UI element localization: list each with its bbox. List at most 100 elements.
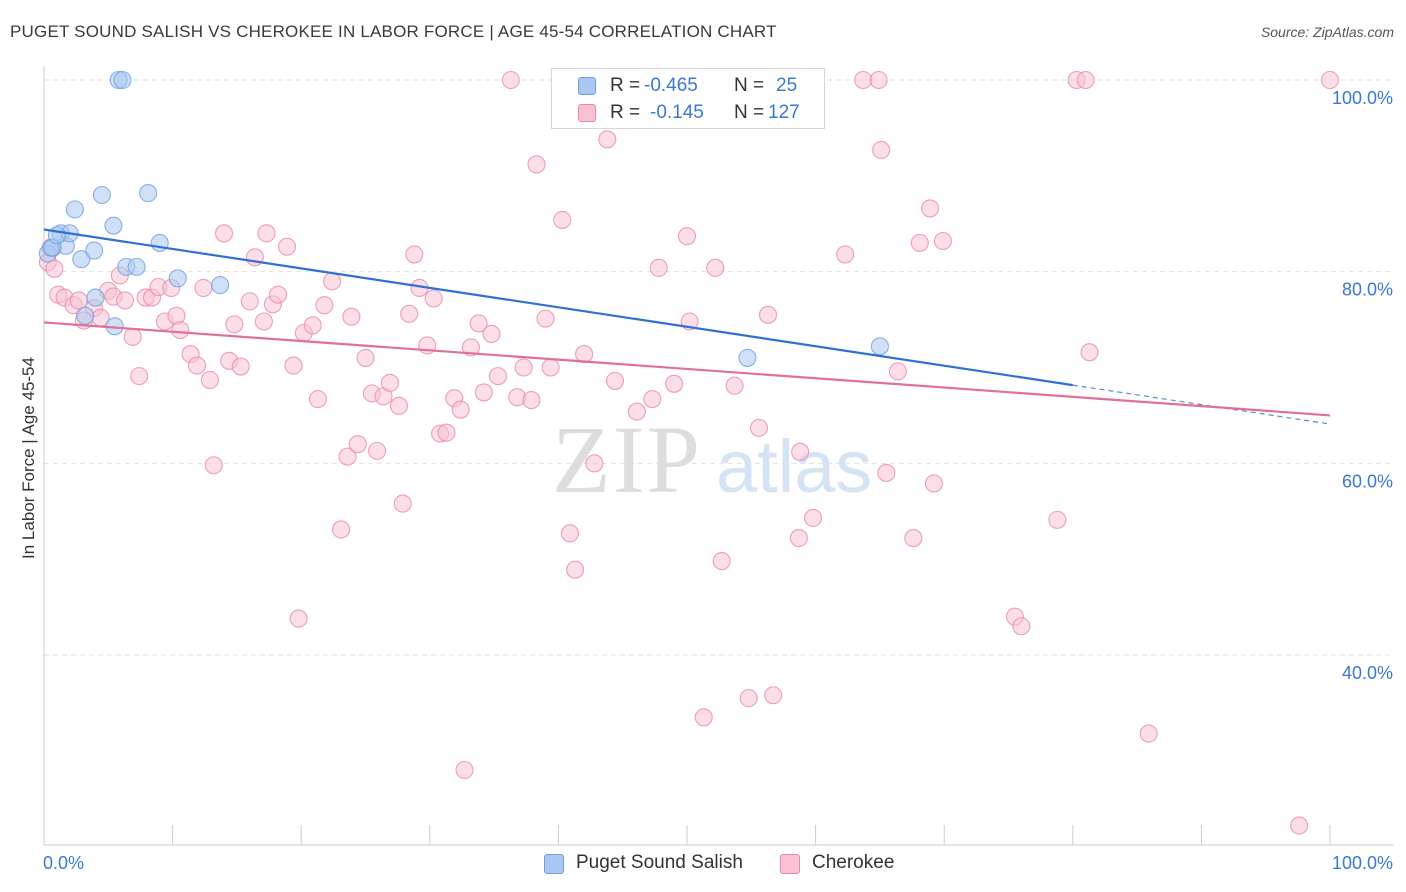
cherokee-point	[904, 529, 923, 548]
salish-point	[65, 200, 84, 219]
salish-point	[870, 337, 889, 356]
cherokee-point	[649, 258, 668, 277]
cherokee-point	[225, 315, 244, 334]
cherokee-point	[791, 442, 810, 461]
salish-point	[738, 348, 757, 367]
cherokee-point	[1076, 70, 1095, 90]
n-value: 25	[776, 75, 798, 96]
cherokee-point	[332, 520, 351, 539]
axes	[43, 66, 1394, 846]
watermark-zip: ZIP	[552, 406, 702, 513]
cherokee-point	[1080, 343, 1099, 362]
cherokee-point	[694, 708, 713, 727]
cherokee-point	[380, 373, 399, 392]
cherokee-point	[257, 224, 276, 243]
cherokee-point	[130, 367, 149, 386]
cherokee-point	[424, 289, 443, 308]
cherokee-point	[348, 435, 367, 454]
cherokee-point	[1012, 617, 1031, 636]
y-axis-label: In Labor Force | Age 45-54	[19, 357, 38, 559]
y-tick-label: 40.0%	[1342, 663, 1393, 683]
series-legend: Puget Sound Salish Cherokee	[0, 852, 1406, 878]
cherokee-point	[171, 321, 190, 340]
cherokee-point	[872, 140, 891, 160]
cherokee-point	[45, 259, 64, 278]
legend-swatch-cherokee	[780, 854, 800, 874]
legend-swatch-salish	[544, 854, 564, 874]
salish-point	[72, 250, 91, 269]
cherokee-point	[1320, 70, 1340, 90]
cherokee-point	[924, 474, 943, 493]
cherokee-point	[69, 291, 88, 310]
n-label: N =	[734, 75, 765, 96]
cherokee-point	[627, 402, 646, 421]
legend-label-cherokee: Cherokee	[812, 852, 895, 873]
cherokee-point	[194, 278, 213, 298]
cherokee-point	[338, 447, 357, 466]
cherokee-point	[789, 529, 808, 548]
cherokee-point	[284, 356, 303, 375]
cherokee-point	[115, 291, 135, 310]
cherokee-point	[240, 292, 259, 311]
y-tick-label: 100.0%	[1332, 88, 1393, 108]
cherokee-point	[566, 560, 585, 579]
salish-point	[76, 306, 95, 325]
y-tick-label: 60.0%	[1342, 471, 1393, 491]
watermark-atlas: atlas	[716, 425, 872, 508]
cherokee-point	[677, 227, 697, 246]
cherokee-point	[536, 309, 555, 328]
cherokee-point	[585, 454, 604, 473]
cherokee-point	[553, 210, 572, 229]
cherokee-trend-line	[43, 321, 1331, 417]
cherokee-point	[803, 508, 823, 528]
cherokee-point	[469, 314, 488, 333]
cherokee-point	[1048, 510, 1067, 529]
salish-trend-extension	[1072, 384, 1331, 425]
cherokee-point	[200, 370, 219, 390]
cherokee-point	[308, 390, 327, 409]
salish-point	[139, 184, 158, 203]
r-label: R =	[610, 102, 641, 123]
r-value: -0.465	[644, 75, 698, 96]
legend-swatch-salish	[578, 77, 596, 95]
cherokee-point	[712, 552, 731, 571]
cherokee-point	[482, 324, 501, 344]
cherokee-point	[269, 285, 288, 304]
cherokee-point	[455, 760, 474, 780]
salish-point	[104, 216, 123, 235]
salish-point	[211, 276, 230, 295]
watermark: ZIP atlas	[552, 406, 872, 513]
cherokee-point	[560, 524, 580, 543]
cherokee-point	[527, 155, 546, 174]
cherokee-point	[501, 70, 520, 90]
cherokee-point	[315, 296, 334, 315]
x-tick-label: 0.0%	[43, 853, 84, 873]
salish-point	[113, 70, 132, 90]
cherokee-point	[836, 245, 855, 264]
correlation-legend: R = -0.465 N = 25 R = -0.145 N = 127	[551, 68, 825, 129]
salish-trend-line	[43, 228, 1073, 387]
r-value: -0.145	[650, 102, 704, 123]
cherokee-point	[877, 463, 896, 482]
cherokee-point	[451, 400, 470, 419]
cherokee-point	[1290, 816, 1309, 835]
cherokee-point	[342, 307, 361, 326]
legend-label-salish: Puget Sound Salish	[576, 852, 743, 873]
salish-point	[168, 269, 187, 288]
cherokee-point	[910, 233, 929, 252]
salish-point	[92, 185, 111, 205]
cherokee-point	[123, 327, 142, 346]
cherokee-point	[389, 396, 408, 415]
cherokee-point	[749, 418, 769, 437]
n-label: N =	[734, 102, 765, 123]
x-tick-label: 100.0%	[1332, 853, 1393, 873]
r-label: R =	[610, 75, 641, 96]
cherokee-point	[665, 374, 684, 393]
cherokee-point	[231, 357, 250, 376]
cherokee-point	[323, 272, 342, 291]
cherokee-point	[204, 456, 223, 475]
cherokee-point	[254, 312, 273, 331]
source-label: Source: ZipAtlas.com	[1260, 24, 1394, 40]
cherokee-point	[522, 391, 541, 410]
